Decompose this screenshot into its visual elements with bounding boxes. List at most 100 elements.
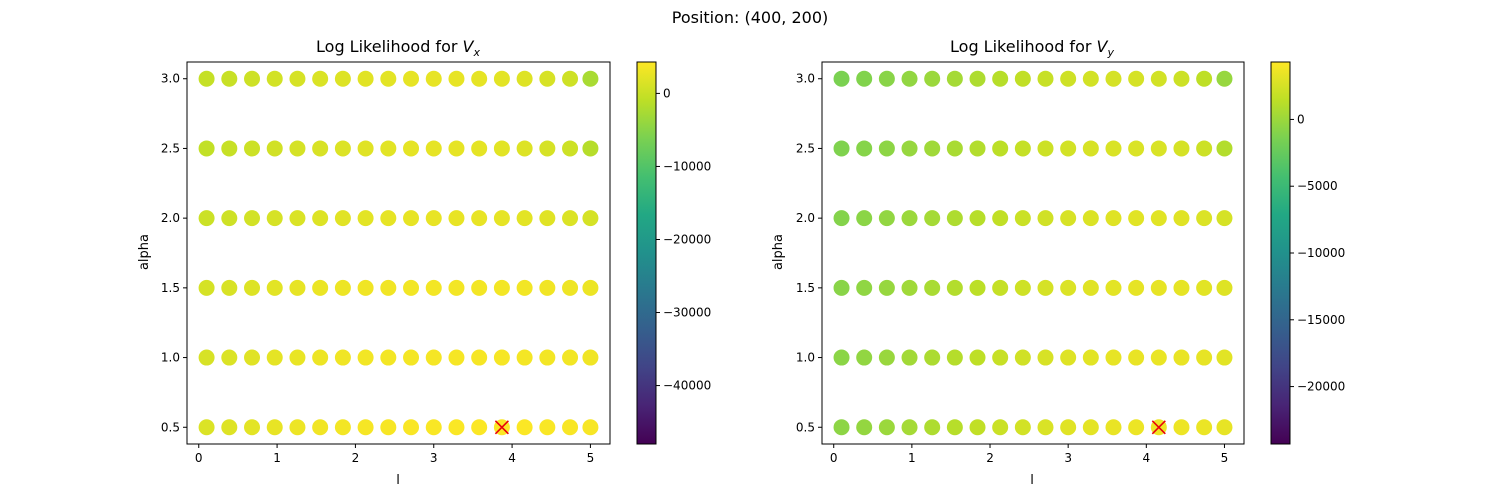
- vx-data-point: [562, 419, 579, 436]
- vy-data-point: [1037, 419, 1054, 436]
- vy-colorbar-tick-label: −20000: [1297, 380, 1345, 394]
- vx-data-point: [334, 419, 351, 436]
- vx-data-point: [266, 419, 283, 436]
- vx-data-point: [266, 349, 283, 366]
- vx-data-point: [244, 140, 261, 157]
- vx-data-point: [539, 419, 556, 436]
- vx-data-point: [289, 419, 306, 436]
- vy-data-point: [946, 70, 963, 87]
- vy-data-point: [901, 279, 918, 296]
- vx-data-point: [312, 210, 329, 227]
- vy-colorbar-tick-label: 0: [1297, 112, 1305, 126]
- vx-data-point: [289, 349, 306, 366]
- vx-data-point: [493, 210, 510, 227]
- vx-data-point: [312, 279, 329, 296]
- vy-data-point: [901, 349, 918, 366]
- vy-data-point: [1037, 210, 1054, 227]
- vy-data-point: [992, 419, 1009, 436]
- vx-data-point: [562, 279, 579, 296]
- vy-data-point: [992, 210, 1009, 227]
- vy-data-point: [924, 210, 941, 227]
- vx-data-point: [198, 210, 215, 227]
- vx-data-point: [403, 349, 420, 366]
- vx-data-point: [403, 279, 420, 296]
- vy-data-point: [1128, 70, 1145, 87]
- vx-data-point: [357, 70, 374, 87]
- vy-data-point: [833, 70, 850, 87]
- vy-data-point: [1060, 279, 1077, 296]
- vy-data-point: [856, 419, 873, 436]
- vx-colorbar-tick-label: 0: [663, 86, 671, 100]
- vx-data-point: [221, 419, 238, 436]
- vx-data-point: [471, 70, 488, 87]
- vy-data-point: [924, 419, 941, 436]
- vy-colorbar: [1270, 61, 1291, 445]
- vx-x-tick-label: 1: [273, 451, 281, 465]
- vy-data-point: [1173, 419, 1190, 436]
- vy-data-point: [1060, 140, 1077, 157]
- vx-data-point: [266, 210, 283, 227]
- vx-y-tick-label: 1.0: [161, 351, 180, 365]
- vx-data-point: [312, 419, 329, 436]
- vx-data-point: [471, 349, 488, 366]
- vx-data-point: [562, 210, 579, 227]
- vx-y-axis-label: alpha: [137, 234, 152, 270]
- vx-data-point: [221, 349, 238, 366]
- vx-data-point: [198, 70, 215, 87]
- vx-data-point: [425, 349, 442, 366]
- vx-data-point: [380, 140, 397, 157]
- vx-y-tick-label: 3.0: [161, 72, 180, 86]
- vx-data-point: [198, 140, 215, 157]
- vy-data-point: [1014, 419, 1031, 436]
- vy-data-point: [1105, 349, 1122, 366]
- vx-data-point: [582, 70, 599, 87]
- vx-data-point: [403, 70, 420, 87]
- vy-data-point: [1060, 210, 1077, 227]
- vx-data-point: [582, 279, 599, 296]
- vx-data-point: [562, 349, 579, 366]
- figure-suptitle: Position: (400, 200): [672, 8, 829, 27]
- vy-data-point: [1196, 279, 1213, 296]
- vx-x-tick-label: 2: [352, 451, 360, 465]
- vy-plot-frame: [821, 61, 1245, 445]
- vy-data-point: [1014, 279, 1031, 296]
- vy-x-tick-label: 3: [1064, 451, 1072, 465]
- vx-data-point: [334, 70, 351, 87]
- vy-data-point: [1216, 279, 1233, 296]
- vy-data-point: [878, 70, 895, 87]
- vx-data-point: [493, 349, 510, 366]
- vx-data-point: [539, 140, 556, 157]
- vx-data-point: [244, 349, 261, 366]
- vy-data-point: [1216, 140, 1233, 157]
- vy-data-point: [1216, 210, 1233, 227]
- vx-data-point: [289, 210, 306, 227]
- vx-data-point: [493, 279, 510, 296]
- vy-data-point: [946, 279, 963, 296]
- vx-colorbar-tick-label: −10000: [663, 159, 711, 173]
- vy-data-point: [833, 349, 850, 366]
- vx-data-point: [312, 70, 329, 87]
- vy-data-point: [1196, 210, 1213, 227]
- vy-data-point: [1082, 279, 1099, 296]
- vy-data-point: [969, 279, 986, 296]
- vx-data-point: [448, 419, 465, 436]
- vx-data-point: [471, 140, 488, 157]
- vx-y-tick-label: 2.5: [161, 141, 180, 155]
- vy-data-point: [901, 70, 918, 87]
- vx-data-point: [198, 349, 215, 366]
- vx-data-point: [357, 279, 374, 296]
- vy-data-point: [1173, 210, 1190, 227]
- vy-data-point: [1037, 279, 1054, 296]
- vy-data-point: [969, 70, 986, 87]
- vx-data-point: [357, 140, 374, 157]
- vx-best-fit-marker: [494, 420, 509, 435]
- vy-data-point: [946, 210, 963, 227]
- vy-data-point: [992, 70, 1009, 87]
- vy-data-point: [878, 140, 895, 157]
- vx-data-point: [198, 279, 215, 296]
- vx-x-tick-label: 4: [508, 451, 516, 465]
- vx-data-point: [471, 210, 488, 227]
- vy-data-point: [833, 279, 850, 296]
- vy-data-point: [1060, 70, 1077, 87]
- vx-data-point: [334, 140, 351, 157]
